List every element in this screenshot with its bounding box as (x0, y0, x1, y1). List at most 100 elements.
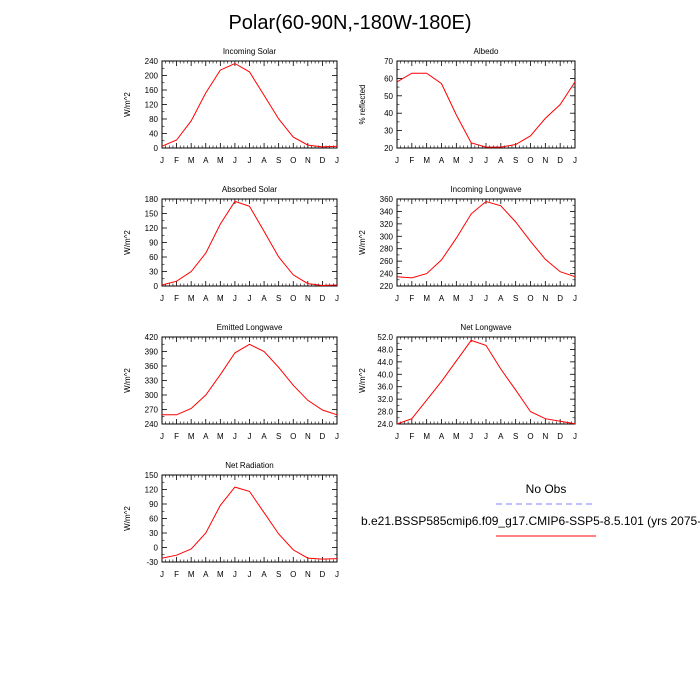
x-tick-label: J (248, 294, 252, 303)
x-tick-label: D (320, 156, 326, 165)
x-tick-label: J (335, 294, 339, 303)
series-line (161, 486, 338, 560)
x-tick-label: F (174, 432, 179, 441)
plot-frame (396, 60, 576, 149)
x-tick-label: S (276, 294, 281, 303)
y-tick-label: 240 (380, 270, 394, 279)
x-tick-label: A (439, 294, 445, 303)
x-tick-label: J (160, 156, 164, 165)
y-tick-label: 160 (145, 86, 159, 95)
y-tick-label: 240 (145, 57, 159, 66)
x-tick-label: A (498, 294, 504, 303)
y-axis-label: W/m^2 (123, 230, 132, 255)
x-tick-label: S (513, 294, 518, 303)
x-tick-label: O (527, 432, 533, 441)
x-tick-label: A (203, 432, 209, 441)
x-tick-label: D (557, 156, 563, 165)
y-tick-label: 60 (149, 253, 158, 262)
y-tick-label: 120 (145, 224, 159, 233)
x-tick-label: N (305, 156, 311, 165)
x-tick-label: J (395, 294, 399, 303)
x-tick-label: S (513, 156, 518, 165)
x-tick-label: A (203, 156, 209, 165)
y-tick-label: 30 (149, 268, 158, 277)
plot-frame (161, 336, 338, 425)
panel-title: Net Radiation (225, 461, 273, 470)
x-tick-label: A (203, 294, 209, 303)
x-tick-label: F (174, 156, 179, 165)
y-tick-label: 360 (145, 362, 159, 371)
x-tick-label: M (453, 294, 460, 303)
x-tick-label: F (174, 294, 179, 303)
y-tick-label: 360 (380, 195, 394, 204)
y-tick-label: 300 (380, 232, 394, 241)
y-tick-label: 90 (149, 500, 158, 509)
x-tick-label: N (542, 156, 548, 165)
x-tick-label: M (423, 432, 430, 441)
x-tick-label: F (174, 570, 179, 579)
y-tick-label: 120 (145, 486, 159, 495)
x-tick-label: J (335, 156, 339, 165)
x-tick-label: J (484, 156, 488, 165)
y-tick-label: 0 (154, 144, 159, 153)
y-tick-label: 150 (145, 210, 159, 219)
x-tick-label: M (188, 432, 195, 441)
x-tick-label: A (203, 570, 209, 579)
y-tick-label: 32.0 (377, 395, 393, 404)
y-tick-label: 36.0 (377, 383, 393, 392)
x-tick-label: J (469, 294, 473, 303)
x-tick-label: J (248, 156, 252, 165)
y-tick-label: 52.0 (377, 333, 393, 342)
panel-title: Incoming Longwave (450, 185, 522, 194)
obs-legend-label: No Obs (525, 482, 567, 496)
x-tick-label: O (290, 294, 296, 303)
y-tick-label: 320 (380, 220, 394, 229)
y-axis-label: W/m^2 (123, 368, 132, 393)
y-tick-label: 20 (384, 144, 393, 153)
y-tick-label: 270 (145, 406, 159, 415)
x-tick-label: A (261, 156, 267, 165)
x-tick-label: J (335, 432, 339, 441)
series-line (396, 200, 576, 279)
x-tick-label: D (320, 570, 326, 579)
plot-frame (161, 474, 338, 563)
x-tick-label: S (276, 432, 281, 441)
x-tick-label: O (290, 432, 296, 441)
y-tick-label: 300 (145, 391, 159, 400)
x-tick-label: M (453, 432, 460, 441)
x-tick-label: M (188, 570, 195, 579)
x-tick-label: A (498, 432, 504, 441)
x-tick-label: J (484, 294, 488, 303)
y-tick-label: 40 (149, 130, 158, 139)
series-line (162, 343, 338, 416)
y-tick-label: 120 (145, 101, 159, 110)
x-tick-label: D (320, 432, 326, 441)
x-tick-label: J (573, 294, 577, 303)
x-tick-label: N (305, 570, 311, 579)
panel-title: Net Longwave (460, 323, 512, 332)
x-tick-label: M (217, 432, 224, 441)
y-tick-label: 150 (145, 471, 159, 480)
series-line (161, 62, 338, 148)
x-tick-label: O (290, 570, 296, 579)
y-tick-label: 240 (145, 420, 159, 429)
y-tick-label: 0 (154, 282, 159, 291)
x-tick-label: M (217, 294, 224, 303)
x-tick-label: A (261, 570, 267, 579)
y-tick-label: 220 (380, 282, 394, 291)
x-tick-label: N (542, 432, 548, 441)
x-tick-label: N (542, 294, 548, 303)
x-tick-label: M (188, 156, 195, 165)
x-tick-label: J (160, 294, 164, 303)
x-tick-label: F (409, 156, 414, 165)
y-tick-label: 260 (380, 257, 394, 266)
y-tick-label: 330 (145, 377, 159, 386)
x-tick-label: S (276, 570, 281, 579)
x-tick-label: J (395, 432, 399, 441)
x-tick-label: N (305, 294, 311, 303)
y-tick-label: 80 (149, 115, 158, 124)
x-tick-label: J (233, 570, 237, 579)
